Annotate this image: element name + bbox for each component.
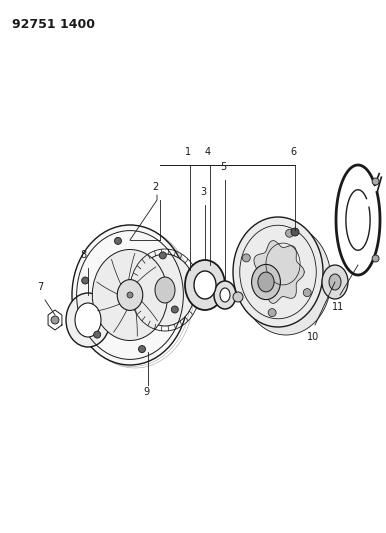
Circle shape bbox=[233, 292, 243, 302]
Circle shape bbox=[139, 345, 146, 353]
Ellipse shape bbox=[241, 225, 331, 335]
Text: 1: 1 bbox=[185, 147, 191, 157]
Text: 10: 10 bbox=[307, 332, 319, 342]
Circle shape bbox=[291, 228, 299, 236]
Circle shape bbox=[303, 289, 311, 297]
Text: 9: 9 bbox=[143, 387, 149, 397]
Circle shape bbox=[82, 277, 89, 284]
Ellipse shape bbox=[214, 281, 236, 309]
Ellipse shape bbox=[258, 272, 274, 292]
Text: 92751 1400: 92751 1400 bbox=[12, 18, 95, 31]
Text: 8: 8 bbox=[80, 250, 86, 260]
Text: 5: 5 bbox=[220, 162, 226, 172]
Circle shape bbox=[268, 309, 276, 317]
Circle shape bbox=[51, 316, 59, 324]
Circle shape bbox=[372, 255, 379, 262]
Ellipse shape bbox=[75, 303, 101, 337]
Circle shape bbox=[127, 292, 133, 298]
Ellipse shape bbox=[329, 274, 341, 290]
Ellipse shape bbox=[322, 265, 348, 299]
Circle shape bbox=[115, 237, 122, 245]
Circle shape bbox=[242, 254, 250, 262]
Ellipse shape bbox=[185, 260, 225, 310]
Ellipse shape bbox=[117, 280, 143, 310]
Text: 7: 7 bbox=[37, 282, 43, 292]
Ellipse shape bbox=[66, 293, 110, 347]
Polygon shape bbox=[254, 241, 304, 303]
Text: 4: 4 bbox=[205, 147, 211, 157]
Text: 6: 6 bbox=[290, 147, 296, 157]
Circle shape bbox=[171, 306, 178, 313]
Circle shape bbox=[94, 331, 101, 338]
Text: 3: 3 bbox=[200, 187, 206, 197]
Text: 11: 11 bbox=[332, 302, 344, 312]
Ellipse shape bbox=[92, 249, 168, 341]
Circle shape bbox=[159, 252, 166, 259]
Ellipse shape bbox=[220, 288, 230, 302]
Ellipse shape bbox=[72, 225, 188, 365]
Ellipse shape bbox=[252, 264, 280, 300]
Ellipse shape bbox=[135, 254, 195, 326]
Ellipse shape bbox=[155, 277, 175, 303]
Ellipse shape bbox=[194, 271, 216, 299]
Ellipse shape bbox=[233, 217, 323, 327]
Text: 2: 2 bbox=[152, 182, 158, 192]
Circle shape bbox=[286, 229, 293, 237]
Circle shape bbox=[372, 178, 379, 185]
